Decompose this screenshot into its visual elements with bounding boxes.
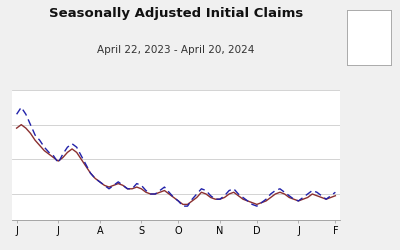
Text: April 22, 2023 - April 20, 2024: April 22, 2023 - April 20, 2024 xyxy=(97,45,255,55)
Text: Seasonally Adjusted Initial Claims: Seasonally Adjusted Initial Claims xyxy=(49,8,303,20)
